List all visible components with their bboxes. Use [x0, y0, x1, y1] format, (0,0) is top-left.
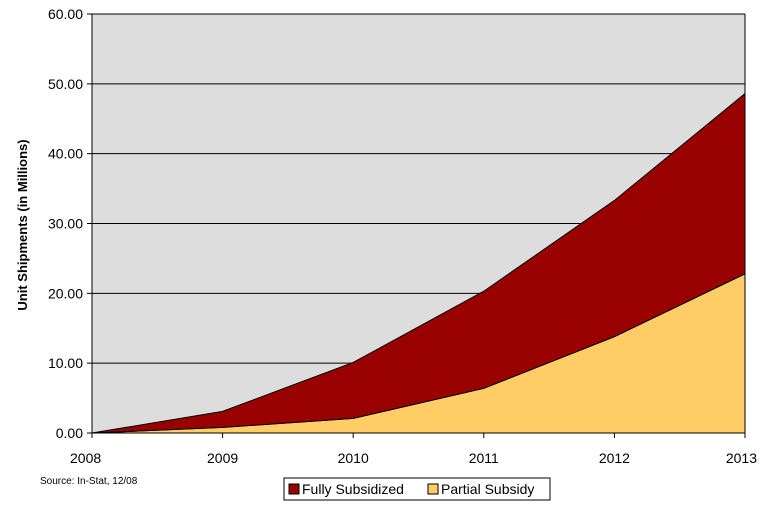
x-tick-label: 2011 [469, 450, 499, 466]
y-axis-title: Unit Shipments (in Millions) [15, 139, 30, 310]
source-note: Source: In-Stat, 12/08 [40, 476, 138, 487]
x-tick-label: 2012 [599, 450, 630, 466]
legend-box [283, 477, 551, 501]
x-tick-label: 2008 [70, 450, 101, 466]
y-tick-label: 50.00 [48, 76, 83, 92]
y-tick-label: 40.00 [48, 146, 83, 162]
x-tick-label: 2013 [726, 450, 757, 466]
legend-label-partial-subsidy: Partial Subsidy [441, 481, 534, 497]
x-tick-label: 2009 [207, 450, 238, 466]
y-tick-label: 60.00 [48, 6, 83, 22]
y-tick-label: 20.00 [48, 285, 83, 301]
x-axis: 2008 2009 2010 2011 2012 2013 [70, 432, 757, 466]
legend-swatch-partial-subsidy [427, 483, 439, 495]
y-axis: 0.00 10.00 20.00 30.00 40.00 50.00 60.00 [48, 6, 746, 441]
legend: Fully Subsidized Partial Subsidy [283, 477, 551, 501]
y-tick-label: 10.00 [48, 355, 83, 371]
x-tick-label: 2010 [338, 450, 369, 466]
gridlines [92, 13, 745, 364]
legend-swatch-fully-subsidized [288, 483, 300, 495]
y-tick-label: 0.00 [56, 425, 83, 441]
legend-label-fully-subsidized: Fully Subsidized [302, 481, 404, 497]
y-tick-label: 30.00 [48, 216, 83, 232]
